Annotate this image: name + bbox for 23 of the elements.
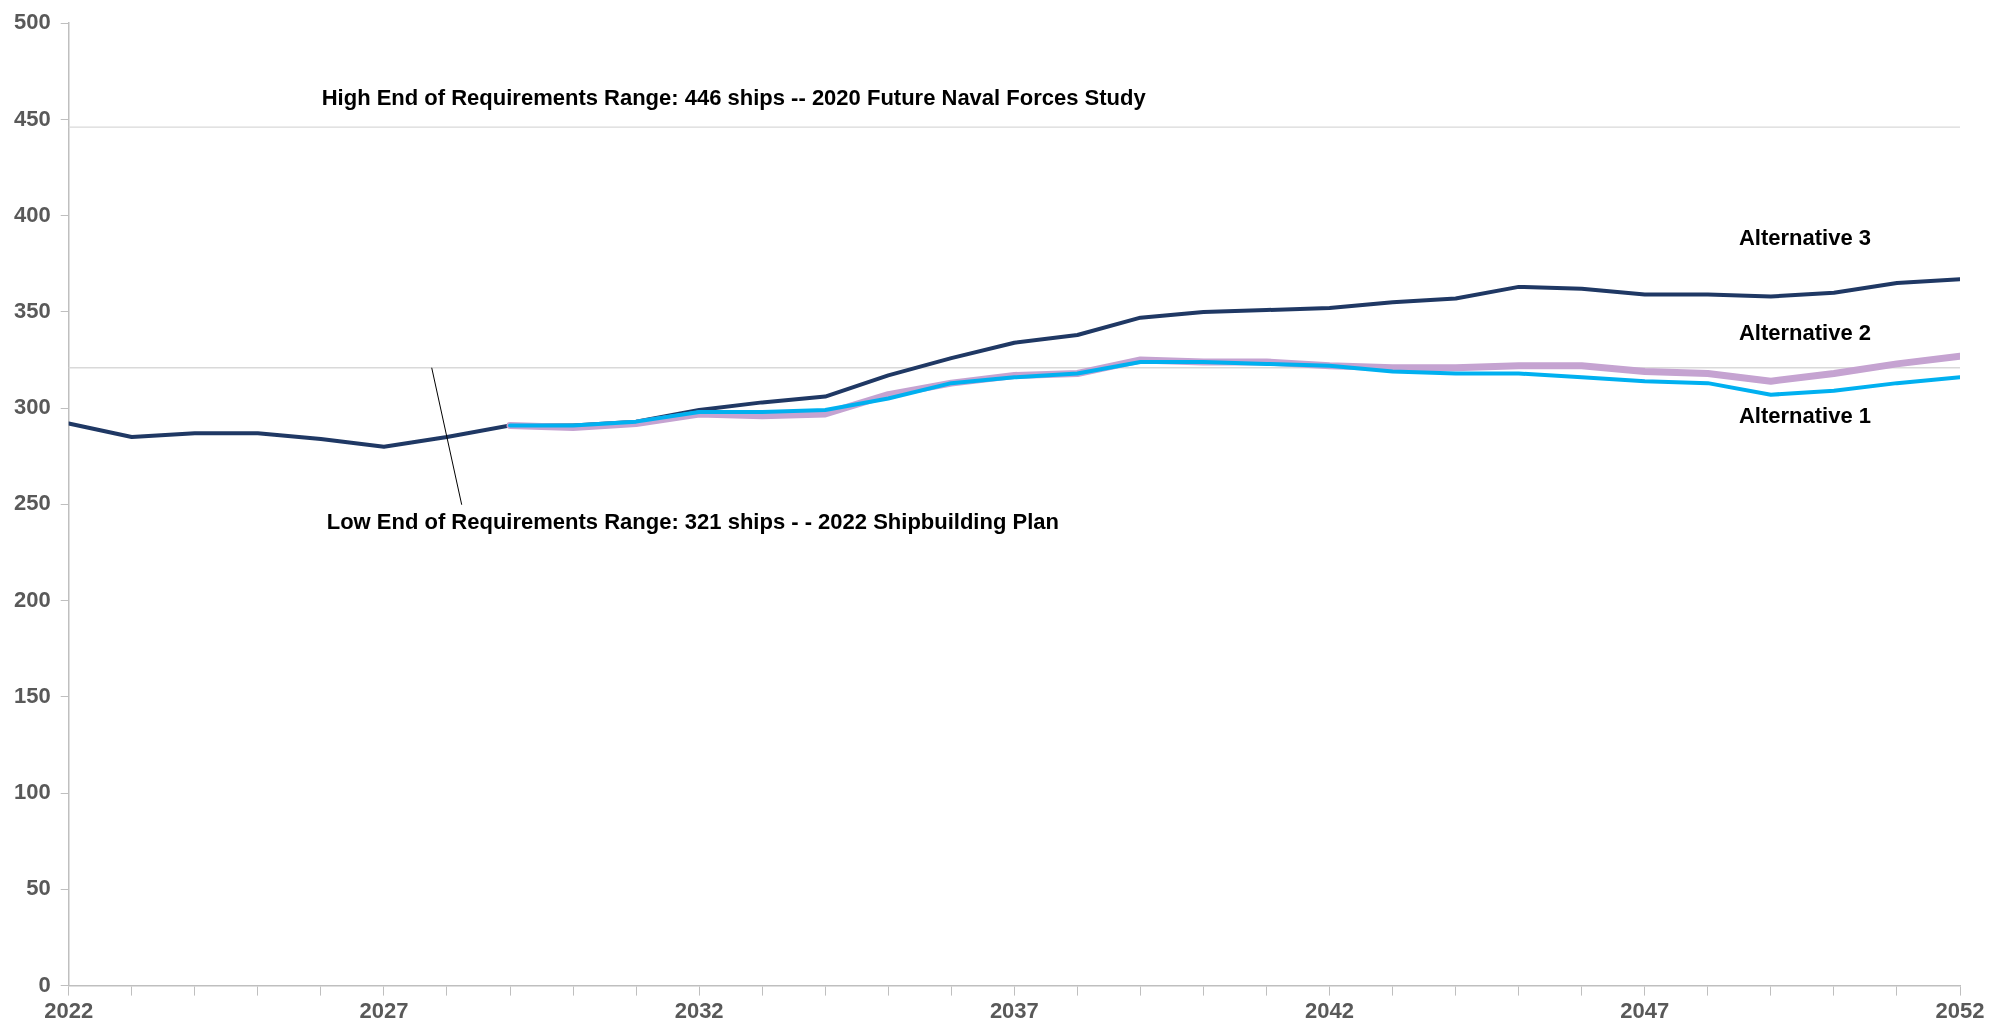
y-tick-label: 500 <box>13 9 51 35</box>
y-tick-label: 350 <box>13 297 51 323</box>
y-tick-label: 400 <box>13 201 51 227</box>
y-tick-label: 150 <box>13 682 51 708</box>
y-tick-label: 0 <box>38 971 51 997</box>
x-tick-label: 2037 <box>989 997 1039 1023</box>
ref-line-label: Low End of Requirements Range: 321 ships - - 2022 Shipbuilding Plan <box>326 508 1059 534</box>
series-label: Alternative 1 <box>1738 403 1872 429</box>
x-tick-label: 2052 <box>1935 997 1985 1023</box>
y-tick-label: 50 <box>26 875 51 901</box>
y-tick-label: 250 <box>13 490 51 516</box>
x-tick-label: 2047 <box>1620 997 1670 1023</box>
y-tick-label: 200 <box>13 586 51 612</box>
y-tick-label: 100 <box>13 779 51 805</box>
y-tick-label: 300 <box>13 394 51 420</box>
y-tick-label: 450 <box>13 105 51 131</box>
ref-line-label: High End of Requirements Range: 446 ships -- 2020 Future Naval Forces Study <box>321 85 1147 111</box>
x-tick-label: 2022 <box>44 997 94 1023</box>
x-tick-label: 2027 <box>359 997 409 1023</box>
series-label: Alternative 2 <box>1738 320 1872 346</box>
x-tick-label: 2042 <box>1305 997 1355 1023</box>
series-label: Alternative 3 <box>1738 225 1872 251</box>
x-tick-label: 2032 <box>674 997 724 1023</box>
